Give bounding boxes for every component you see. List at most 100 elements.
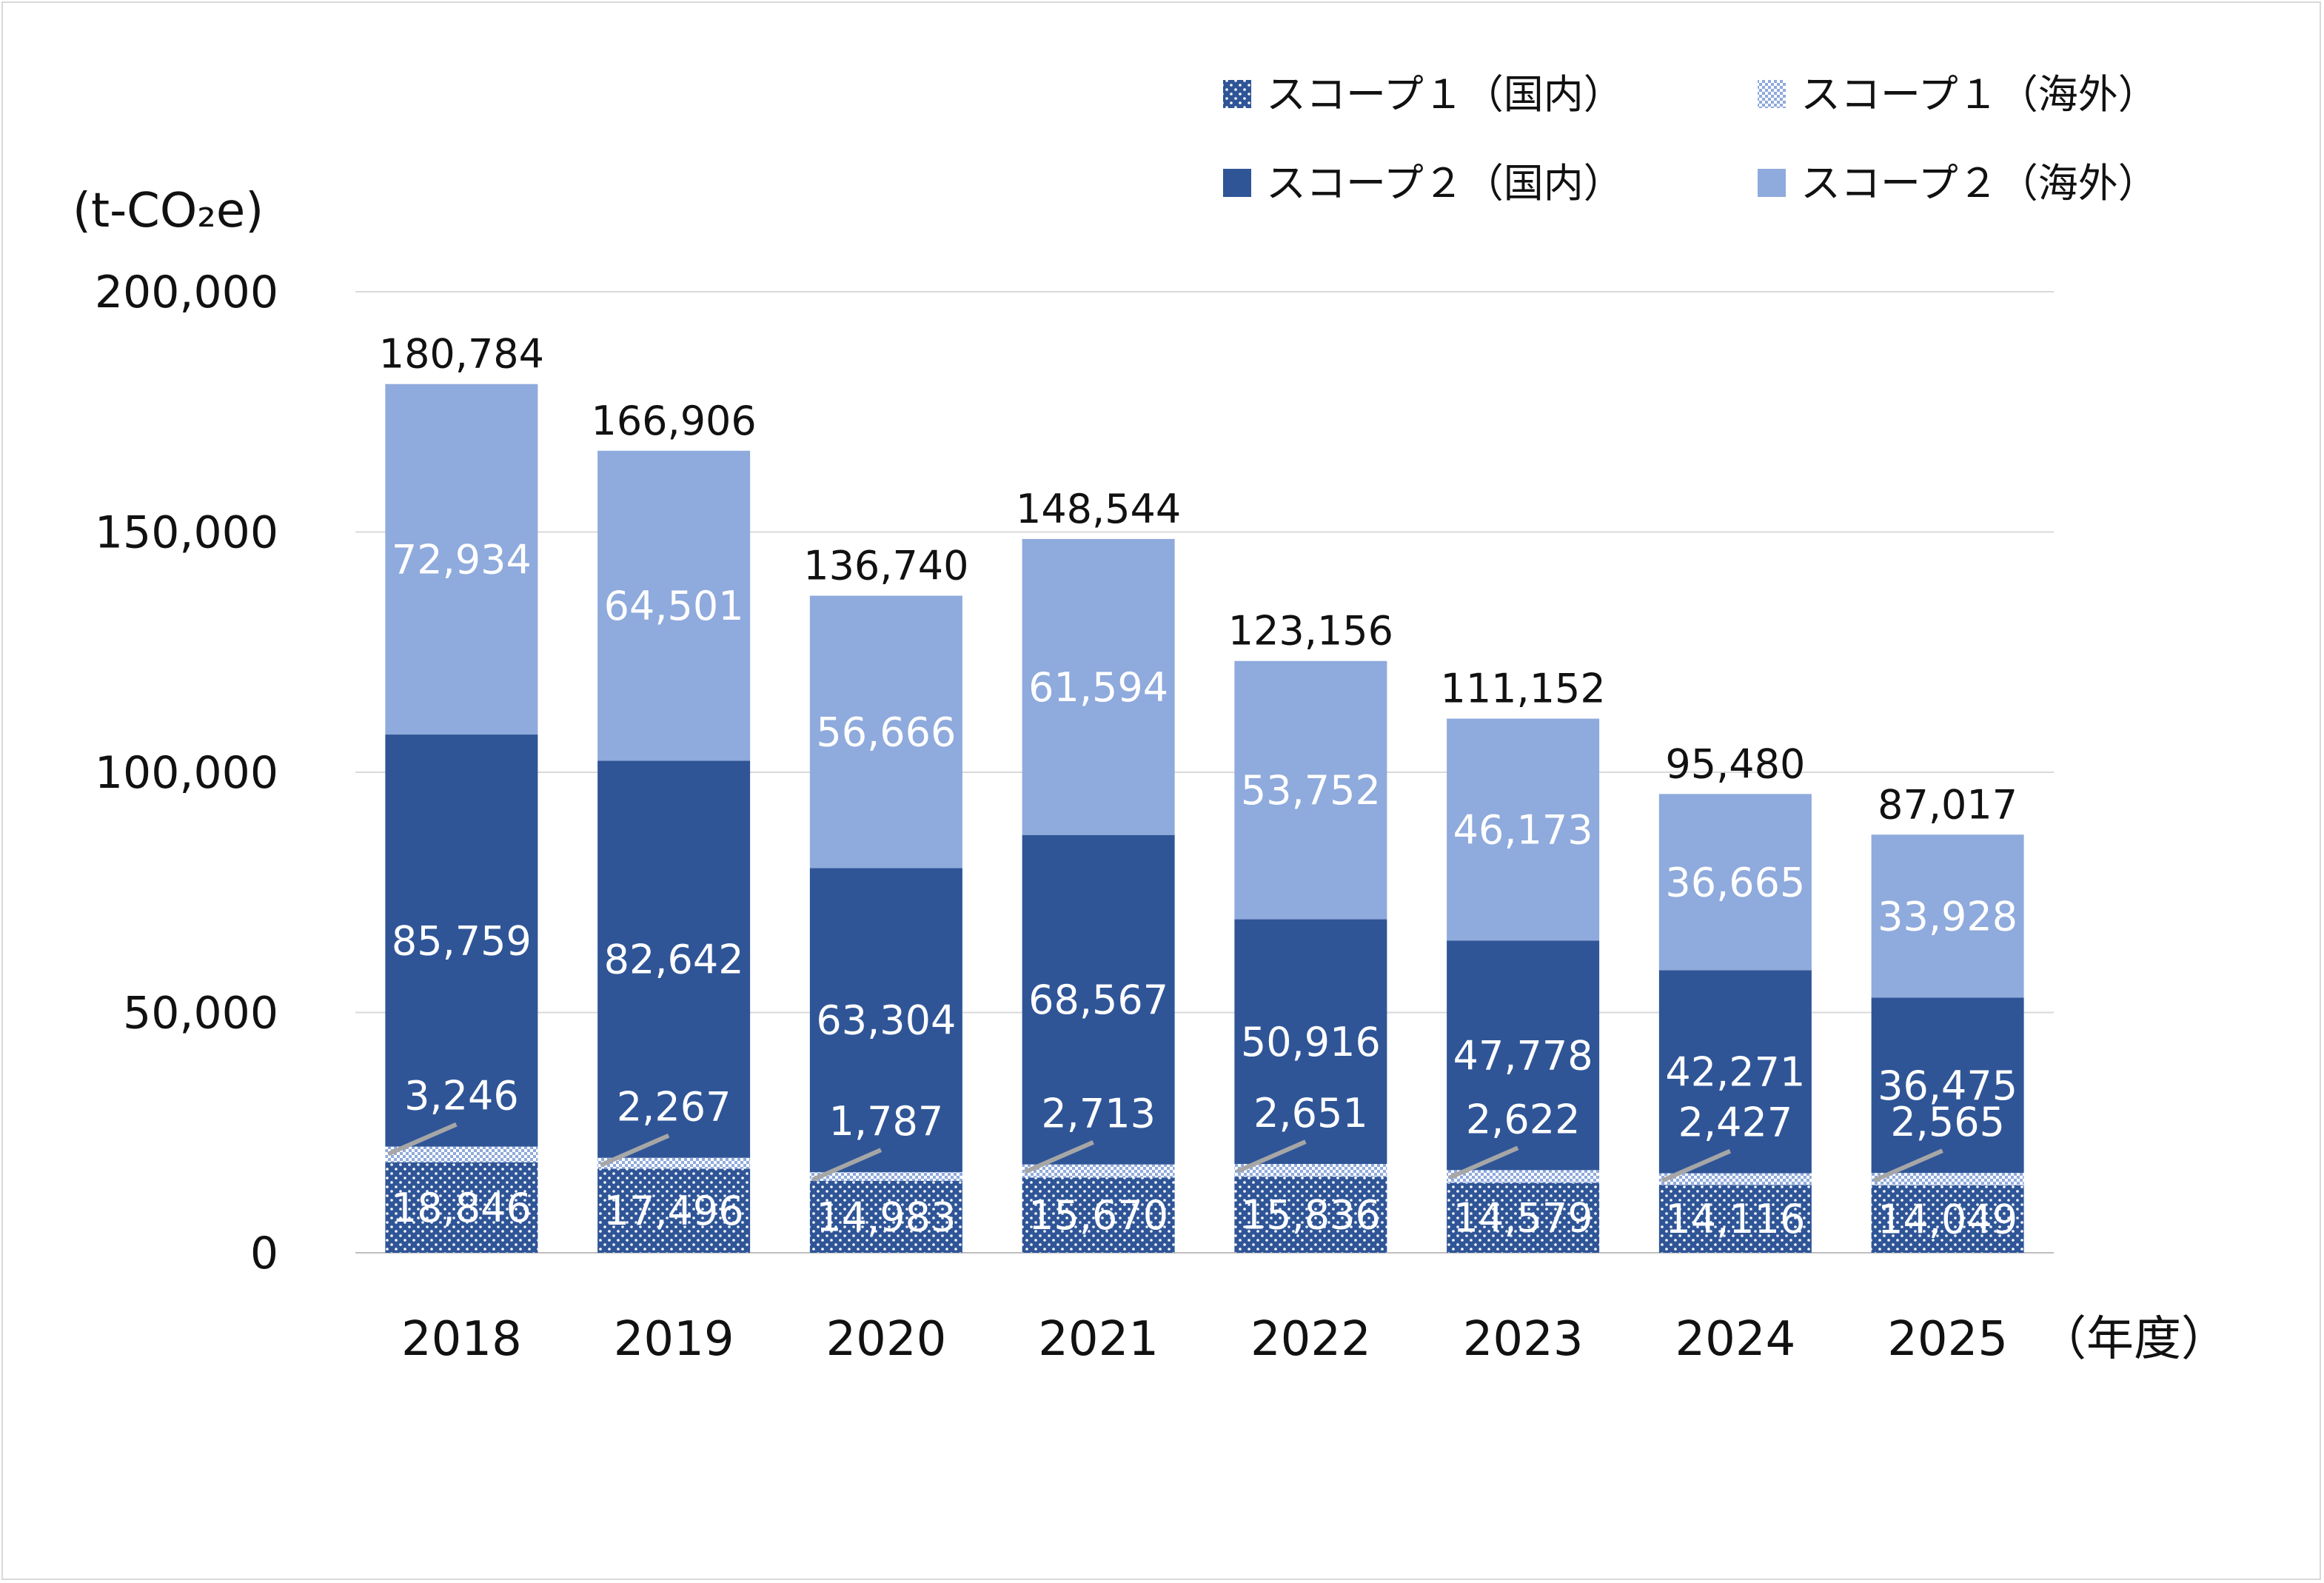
legend-label: スコープ２（海外） bbox=[1801, 160, 2158, 207]
x-axis: 2018 2019 2020 2021 2022 2023 2024 2025 bbox=[401, 1312, 2008, 1367]
data-label: 63,304 bbox=[816, 997, 956, 1044]
leader-line bbox=[1873, 1148, 1943, 1182]
y-tick-label: 150,000 bbox=[95, 507, 278, 559]
data-label: 50,916 bbox=[1241, 1019, 1381, 1065]
data-label: 14,983 bbox=[816, 1194, 956, 1240]
data-label: 46,173 bbox=[1453, 806, 1593, 853]
data-label: 3,246 bbox=[404, 1073, 519, 1120]
leader-line bbox=[811, 1148, 883, 1182]
legend-swatch bbox=[1223, 169, 1251, 197]
bar-segment bbox=[1022, 538, 1175, 835]
leader-line bbox=[1236, 1139, 1307, 1174]
data-label: 56,666 bbox=[816, 709, 956, 755]
bar-segment bbox=[1234, 919, 1387, 1165]
legend-swatch bbox=[1758, 169, 1786, 197]
legend: スコープ１（国内） スコープ１（海外） スコープ２（国内） スコープ２（海外） bbox=[1223, 71, 2158, 207]
bar-segment bbox=[597, 1157, 751, 1169]
y-axis: 0 50,000 100,000 150,000 200,000 bbox=[95, 267, 278, 1279]
data-label: 14,579 bbox=[1453, 1195, 1593, 1242]
bar-segment bbox=[597, 760, 751, 1158]
x-tick-label: 2025 bbox=[1887, 1312, 2008, 1367]
data-label: 2,267 bbox=[617, 1084, 731, 1131]
bar-segment bbox=[597, 1168, 751, 1253]
x-tick-label: 2024 bbox=[1675, 1312, 1795, 1367]
x-unit-label: （年度） bbox=[2039, 1312, 2228, 1367]
bar-segment bbox=[385, 734, 538, 1147]
y-tick-label: 100,000 bbox=[95, 747, 278, 799]
legend-swatch bbox=[1758, 80, 1786, 108]
data-label: 2,651 bbox=[1253, 1090, 1368, 1137]
total-label: 87,017 bbox=[1878, 781, 2017, 828]
legend-label: スコープ１（国内） bbox=[1266, 71, 1624, 118]
bar-segment bbox=[1871, 997, 2024, 1174]
legend-swatch bbox=[1223, 80, 1251, 108]
bar-segment bbox=[1022, 1164, 1175, 1178]
bar-segment bbox=[1871, 1185, 2024, 1253]
x-tick-label: 2023 bbox=[1463, 1312, 1584, 1367]
data-label: 47,778 bbox=[1453, 1032, 1593, 1079]
total-label: 123,156 bbox=[1228, 608, 1393, 655]
leader-line bbox=[1448, 1145, 1519, 1180]
data-label: 61,594 bbox=[1028, 664, 1168, 711]
data-label: 18,846 bbox=[392, 1185, 532, 1231]
leader-line bbox=[387, 1122, 458, 1157]
data-label: 36,475 bbox=[1878, 1062, 2017, 1109]
total-label: 136,740 bbox=[803, 543, 968, 589]
y-unit-label: (t-CO₂e) bbox=[73, 184, 264, 238]
data-label: 15,836 bbox=[1241, 1192, 1381, 1239]
total-label: 166,906 bbox=[591, 398, 756, 444]
data-label: 42,271 bbox=[1665, 1048, 1805, 1095]
legend-label: スコープ１（海外） bbox=[1801, 71, 2158, 118]
total-label: 111,152 bbox=[1440, 666, 1605, 712]
data-label: 14,116 bbox=[1665, 1196, 1805, 1242]
bar-segment bbox=[1447, 940, 1600, 1171]
data-label: 53,752 bbox=[1241, 767, 1381, 814]
y-tick-label: 50,000 bbox=[123, 988, 278, 1040]
data-label: 2,565 bbox=[1890, 1099, 2005, 1145]
bar-segment bbox=[1022, 834, 1175, 1165]
x-tick-label: 2021 bbox=[1038, 1312, 1159, 1367]
data-label: 15,670 bbox=[1028, 1192, 1168, 1239]
bar-segment bbox=[1871, 1173, 2024, 1185]
bar-segment bbox=[1022, 1177, 1175, 1253]
bar-segment bbox=[385, 1146, 538, 1162]
leader-line bbox=[1661, 1148, 1732, 1183]
y-tick-label: 0 bbox=[250, 1228, 278, 1279]
x-tick-label: 2019 bbox=[614, 1312, 734, 1367]
bar-segment bbox=[1447, 1182, 1600, 1253]
data-label: 33,928 bbox=[1878, 893, 2017, 940]
data-label: 85,759 bbox=[392, 917, 532, 964]
bar-segment bbox=[1234, 1177, 1387, 1253]
data-label: 1,787 bbox=[829, 1098, 944, 1145]
x-tick-label: 2018 bbox=[401, 1312, 522, 1367]
total-label: 180,784 bbox=[379, 331, 544, 378]
bar-segment bbox=[809, 868, 962, 1173]
data-label: 82,642 bbox=[604, 937, 744, 983]
total-label: 95,480 bbox=[1665, 740, 1805, 787]
data-label: 2,713 bbox=[1041, 1091, 1156, 1137]
x-tick-label: 2022 bbox=[1250, 1312, 1371, 1367]
bar-segment bbox=[1658, 1185, 1812, 1253]
data-label: 2,427 bbox=[1678, 1100, 1793, 1146]
leader-line bbox=[599, 1133, 670, 1168]
bar-segment bbox=[1871, 834, 2024, 998]
bar-segment bbox=[385, 1162, 538, 1253]
bar-segment bbox=[1234, 1164, 1387, 1177]
bar-segment bbox=[809, 1180, 962, 1253]
stacked-bar-chart: 0 50,000 100,000 150,000 200,000 18,846 3,246… bbox=[73, 71, 2228, 1367]
bar-segment bbox=[1447, 718, 1600, 941]
bar-segment bbox=[385, 384, 538, 735]
bars bbox=[385, 384, 2024, 1253]
data-label: 14,049 bbox=[1878, 1196, 2017, 1242]
bar-segment bbox=[1447, 1170, 1600, 1183]
bar-segment bbox=[1234, 660, 1387, 920]
data-label: 36,665 bbox=[1665, 859, 1805, 906]
data-label: 68,567 bbox=[1028, 977, 1168, 1023]
bar-segment bbox=[1658, 1173, 1812, 1185]
bar-segment bbox=[809, 1172, 962, 1181]
bar-segment bbox=[1658, 970, 1812, 1174]
x-tick-label: 2020 bbox=[826, 1312, 946, 1367]
data-label: 72,934 bbox=[392, 536, 532, 583]
data-label: 64,501 bbox=[604, 583, 744, 629]
